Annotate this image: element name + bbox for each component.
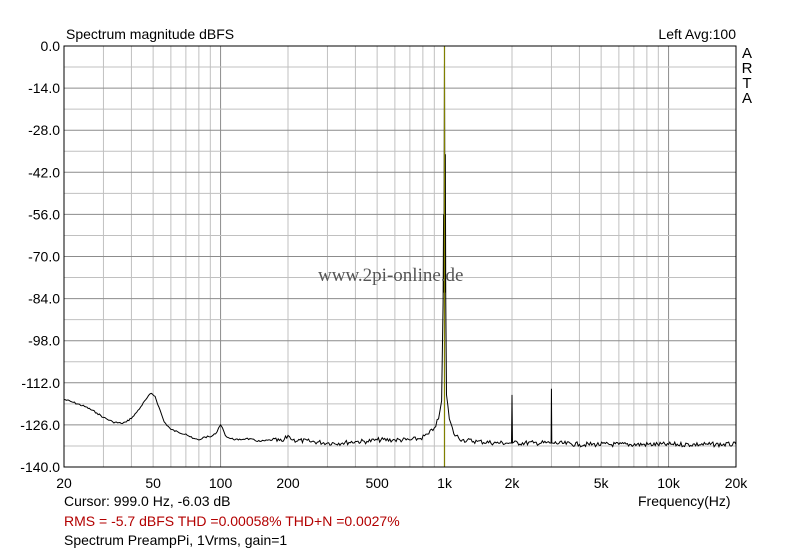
y-tick-label: -56.0 bbox=[28, 206, 60, 222]
plot-frame bbox=[63, 45, 737, 468]
x-tick-label: 20 bbox=[56, 475, 72, 491]
grid-lines bbox=[63, 45, 737, 468]
y-tick-label: -42.0 bbox=[28, 164, 60, 180]
x-tick-label: 10k bbox=[657, 475, 681, 491]
y-tick-label: -112.0 bbox=[21, 375, 60, 391]
series-0-line bbox=[63, 64, 737, 449]
y-tick-label: -70.0 bbox=[28, 249, 60, 265]
watermark: www.2pi-online.de bbox=[318, 265, 464, 286]
channel-info: Left Avg:100 bbox=[658, 26, 736, 42]
brand-letter-r: R bbox=[741, 60, 753, 77]
brand-letter-a2: A bbox=[741, 90, 752, 107]
y-tick-label: -14.0 bbox=[28, 80, 60, 96]
x-tick-label: 2k bbox=[505, 475, 521, 491]
x-tick-label: 20k bbox=[725, 475, 749, 491]
cursor-readout: Cursor: 999.0 Hz, -6.03 dB bbox=[64, 493, 231, 509]
y-tick-label: -28.0 bbox=[28, 122, 60, 138]
x-tick-labels: 20 50 100 200 500 1k 2k 5k 10k 20k bbox=[56, 475, 748, 491]
x-tick-label: 5k bbox=[594, 475, 610, 491]
y-tick-label: -98.0 bbox=[28, 333, 60, 349]
x-tick-label: 500 bbox=[365, 475, 389, 491]
brand-letter-a: A bbox=[741, 45, 752, 62]
y-tick-label: -126.0 bbox=[20, 417, 60, 433]
distortion-stats: RMS = -5.7 dBFS THD =0.00058% THD+N =0.0… bbox=[64, 513, 400, 529]
x-tick-label: 100 bbox=[209, 475, 233, 491]
x-axis-label: Frequency(Hz) bbox=[638, 493, 731, 509]
x-tick-label: 200 bbox=[276, 475, 300, 491]
measurement-description: Spectrum PreampPi, 1Vrms, gain=1 bbox=[64, 532, 288, 548]
x-tick-label: 1k bbox=[437, 475, 453, 491]
brand-letter-t: T bbox=[742, 75, 752, 92]
trace-layer bbox=[63, 64, 737, 449]
y-tick-label: 0.0 bbox=[41, 38, 61, 54]
y-tick-labels: 0.0 -14.0 -28.0 -42.0 -56.0 -70.0 -84.0 -98.0 -1… bbox=[20, 38, 60, 475]
x-tick-label: 50 bbox=[145, 475, 161, 491]
chart-title: Spectrum magnitude dBFS bbox=[66, 26, 235, 42]
y-tick-label: -84.0 bbox=[28, 291, 60, 307]
y-tick-label: -140.0 bbox=[20, 459, 60, 475]
